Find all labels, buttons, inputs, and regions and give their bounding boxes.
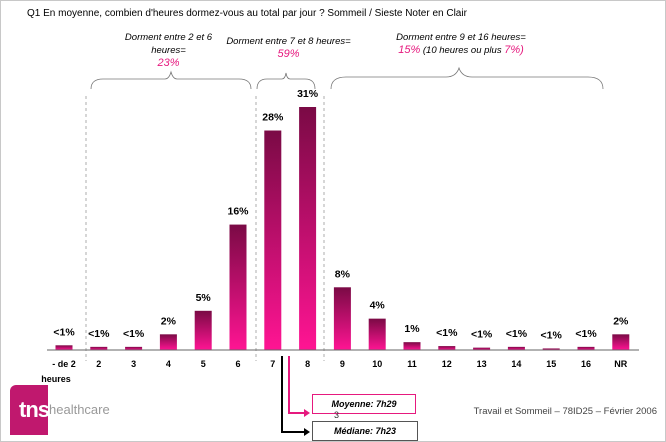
data-label: <1% xyxy=(575,328,597,340)
x-tick-label: 6 xyxy=(235,359,240,369)
annotation-value: 7%) xyxy=(504,44,524,56)
x-tick-label: 4 xyxy=(166,359,171,369)
bar-16 xyxy=(577,346,595,350)
braces xyxy=(90,66,604,90)
tns-logo xyxy=(10,385,48,435)
annotation-9-16: Dorment entre 9 et 16 heures= 15% (10 he… xyxy=(361,31,561,57)
footer-text: Travail et Sommeil – 78ID25 – Février 20… xyxy=(473,406,657,417)
bar-15 xyxy=(542,348,560,350)
x-tick-label: NR xyxy=(614,359,627,369)
data-label: <1% xyxy=(506,328,528,340)
dividers xyxy=(85,96,325,361)
page-number: 3 xyxy=(334,410,340,420)
data-label: 16% xyxy=(227,206,249,218)
bar-13 xyxy=(473,347,491,350)
x-tick-label: 10 xyxy=(372,359,382,369)
data-label: <1% xyxy=(88,328,110,340)
data-label: <1% xyxy=(541,329,563,341)
x-tick-label: 9 xyxy=(340,359,345,369)
bar---de-2-heures xyxy=(55,345,73,350)
data-label: <1% xyxy=(123,328,145,340)
bar-14 xyxy=(507,346,525,350)
x-tick-label: 14 xyxy=(511,359,521,369)
data-label: 8% xyxy=(335,268,351,280)
x-tick-label: 11 xyxy=(407,359,417,369)
brace-9-16 xyxy=(330,66,604,90)
data-label: 1% xyxy=(404,323,420,335)
bar-9 xyxy=(333,287,351,350)
x-tick-label: 8 xyxy=(305,359,310,369)
brace-2-6 xyxy=(90,70,252,90)
bar-8 xyxy=(299,107,317,350)
logo-tns-text: tns xyxy=(19,397,50,422)
x-tick-label: 16 xyxy=(581,359,591,369)
data-label: 2% xyxy=(161,315,177,327)
bar-12 xyxy=(438,346,456,350)
annotation-value: 59% xyxy=(277,48,300,60)
bar-10 xyxy=(368,318,386,350)
bar-11 xyxy=(403,342,421,350)
data-label: <1% xyxy=(471,329,493,341)
bar-7 xyxy=(264,130,282,350)
annotation-7-8: Dorment entre 7 et 8 heures= 59% xyxy=(221,35,356,61)
data-label: 28% xyxy=(262,112,284,124)
data-label: 31% xyxy=(297,88,319,100)
x-tick-label: 12 xyxy=(442,359,452,369)
data-label: <1% xyxy=(53,326,75,338)
bar-NR xyxy=(612,334,630,350)
annotation-text: heures= xyxy=(151,45,186,56)
data-label: <1% xyxy=(436,327,458,339)
logo-healthcare-text: healthcare xyxy=(49,402,110,417)
bar-5 xyxy=(194,310,212,350)
question-title: Q1 En moyenne, combien d'heures dormez-v… xyxy=(27,8,467,19)
annotation-text: (10 heures ou plus xyxy=(420,45,505,56)
annotation-value: 23% xyxy=(157,57,180,69)
x-tick-label: heures xyxy=(41,374,71,384)
annotation-text: Dorment entre 9 et 16 heures= xyxy=(396,32,526,43)
bar-4 xyxy=(159,334,177,350)
data-label: 2% xyxy=(613,315,629,327)
x-tick-label: 5 xyxy=(201,359,206,369)
annotation-text: Dorment entre 7 et 8 heures= xyxy=(226,36,351,47)
bar-3 xyxy=(125,346,143,350)
x-tick-label: 3 xyxy=(131,359,136,369)
x-tick-label: 15 xyxy=(546,359,556,369)
x-tick-label: 13 xyxy=(477,359,487,369)
annotation-text: Dorment entre 2 et 6 xyxy=(124,32,213,43)
x-tick-label: 2 xyxy=(96,359,101,369)
x-tick-label: - de 2 xyxy=(52,359,76,369)
data-label: 5% xyxy=(196,292,212,304)
data-label: 4% xyxy=(370,300,386,312)
x-tick-label: 7 xyxy=(270,359,275,369)
brace-7-8 xyxy=(256,72,316,90)
bar-2 xyxy=(90,346,108,350)
bar-6 xyxy=(229,224,247,350)
moyenne-box: Moyenne: 7h29 xyxy=(312,394,416,414)
marker-arrows xyxy=(281,356,310,436)
annotation-value: 15% xyxy=(398,44,421,56)
annotation-2-6: Dorment entre 2 et 6 heures= 23% xyxy=(101,31,236,70)
mediane-box: Médiane: 7h23 xyxy=(312,421,418,441)
